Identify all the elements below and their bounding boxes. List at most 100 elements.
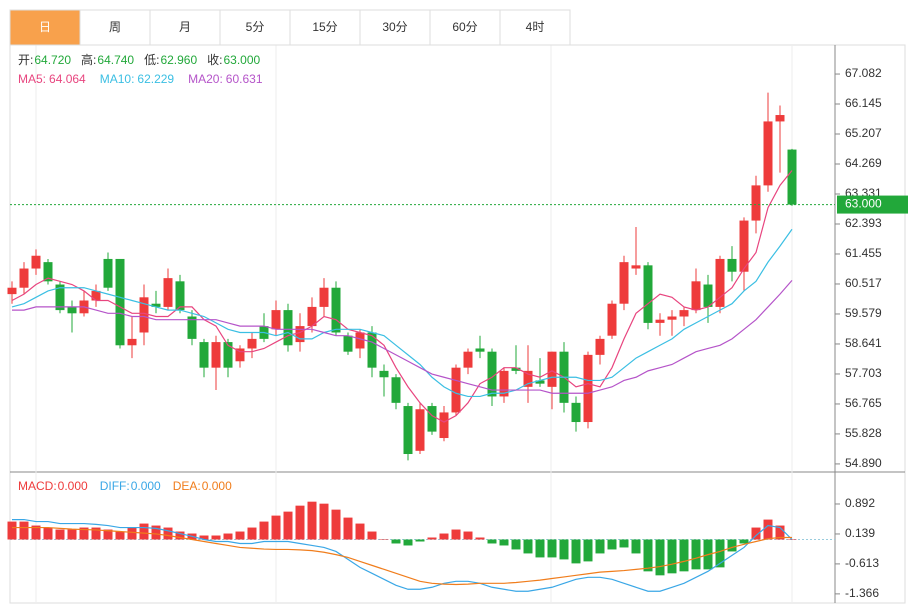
candle-body xyxy=(403,406,413,455)
candle-body xyxy=(619,262,629,304)
tab-label[interactable]: 4时 xyxy=(526,20,545,34)
y-tick-label: 67.082 xyxy=(845,66,882,80)
tab[interactable] xyxy=(499,9,571,46)
candle-body xyxy=(67,306,77,314)
legend-value: 64.064 xyxy=(49,72,86,86)
candle-body xyxy=(391,377,401,403)
macd-bar xyxy=(307,501,317,540)
tab[interactable] xyxy=(429,9,501,46)
candle-body xyxy=(187,316,197,339)
candle-body xyxy=(751,185,761,221)
tab-label[interactable]: 60分 xyxy=(452,20,477,34)
tab[interactable] xyxy=(149,9,221,46)
candle-body xyxy=(295,326,305,343)
macd-bar xyxy=(367,531,377,540)
candle-body xyxy=(343,335,353,352)
candle-body xyxy=(499,370,509,397)
candle-body xyxy=(523,370,533,387)
candle-body xyxy=(763,121,773,186)
macd-bar xyxy=(211,535,221,540)
candle-body xyxy=(31,255,41,269)
legend-name: MACD: xyxy=(18,479,57,493)
tab[interactable] xyxy=(79,9,151,46)
candle-body xyxy=(427,406,437,432)
macd-bar xyxy=(295,505,305,540)
macd-bar xyxy=(583,539,593,562)
tab[interactable] xyxy=(219,9,291,46)
legend-name: MA10: xyxy=(100,72,135,86)
y-tick-label: 54.890 xyxy=(845,456,882,470)
tab-label[interactable]: 周 xyxy=(109,20,121,34)
candle-body xyxy=(595,338,605,355)
tab-label[interactable]: 15分 xyxy=(312,20,337,34)
y-tick-label: 56.765 xyxy=(845,396,882,410)
candle-body xyxy=(331,287,341,333)
tab[interactable] xyxy=(9,9,81,46)
candle-body xyxy=(7,287,17,295)
ohlc-label: 低: xyxy=(144,53,159,67)
candle-body xyxy=(451,367,461,413)
tab-label[interactable]: 月 xyxy=(179,20,191,34)
candle-body xyxy=(43,262,53,282)
macd-bar xyxy=(91,527,101,540)
vertical-grid xyxy=(35,45,793,603)
macd-bar xyxy=(403,539,413,546)
last-price-box xyxy=(837,195,908,214)
macd-line xyxy=(12,518,793,592)
tab[interactable] xyxy=(289,9,361,46)
macd-bar xyxy=(559,539,569,560)
y-tick-label: -0.613 xyxy=(845,556,879,570)
macd-bar xyxy=(715,539,725,568)
macd-bar xyxy=(439,533,449,540)
ma-line xyxy=(11,228,793,398)
ohlc-value: 62.960 xyxy=(160,53,197,67)
candle-body xyxy=(583,354,593,423)
y-tick-label: 58.641 xyxy=(845,336,882,350)
candle-body xyxy=(775,115,785,122)
macd-bar xyxy=(463,531,473,540)
macd-bar xyxy=(379,539,389,540)
candle-body xyxy=(355,332,365,349)
tab-label[interactable]: 5分 xyxy=(246,20,265,34)
macd-bar xyxy=(235,531,245,540)
y-tick-label: 59.579 xyxy=(845,306,882,320)
macd-bar xyxy=(43,527,53,540)
macd-bar xyxy=(331,509,341,540)
candle-body xyxy=(139,297,149,333)
legend-name: MA5: xyxy=(18,72,46,86)
macd-bar xyxy=(679,539,689,572)
candle-body xyxy=(151,303,161,307)
macd-bar xyxy=(319,503,329,540)
macd-bar xyxy=(19,521,29,540)
macd-bar xyxy=(427,537,437,540)
macd-bar xyxy=(787,539,797,540)
macd-bar xyxy=(727,539,737,552)
y-tick-label: 64.269 xyxy=(845,156,882,170)
ma-line xyxy=(12,279,793,394)
macd-bar xyxy=(127,527,137,540)
candle-body xyxy=(55,284,65,311)
candle-body xyxy=(271,310,281,330)
candle-body xyxy=(307,306,317,327)
macd-bar xyxy=(763,519,773,540)
tab-label[interactable]: 日 xyxy=(39,20,51,34)
macd-bar xyxy=(475,537,485,540)
macd-bar xyxy=(67,529,77,540)
macd-bar xyxy=(247,527,257,540)
candle-body xyxy=(679,310,689,317)
macd-bar xyxy=(163,527,173,540)
tab-label[interactable]: 30分 xyxy=(382,20,407,34)
macd-bar xyxy=(115,531,125,540)
legend-value: 62.229 xyxy=(137,72,174,86)
macd-bar xyxy=(175,531,185,540)
macd-bar xyxy=(355,523,365,540)
ohlc-label: 收: xyxy=(207,53,222,67)
macd-bar xyxy=(343,517,353,540)
candle-body xyxy=(319,287,329,307)
legend-value: 0.000 xyxy=(58,479,88,493)
legend-name: DEA: xyxy=(173,479,201,493)
macd-bar xyxy=(655,539,665,576)
last-price-label: 63.000 xyxy=(845,197,882,211)
macd-bar xyxy=(199,535,209,540)
